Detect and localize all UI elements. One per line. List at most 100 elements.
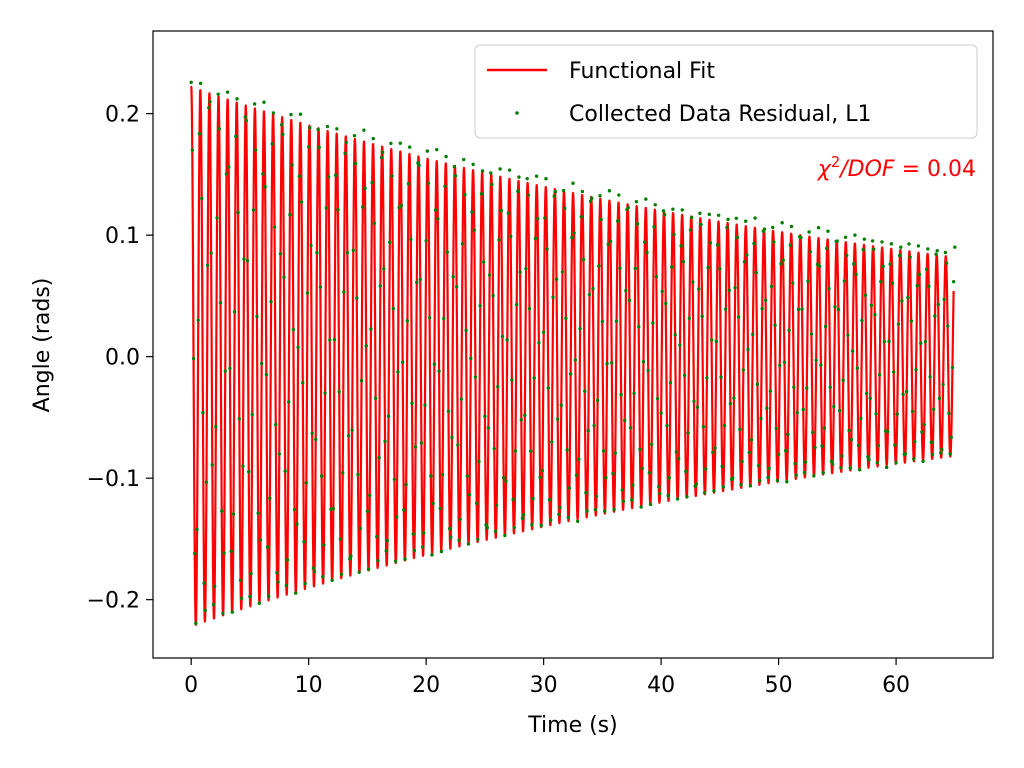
- data-point: [229, 549, 233, 554]
- data-point: [617, 193, 621, 197]
- data-point: [279, 123, 284, 127]
- data-point: [948, 452, 952, 456]
- data-point: [604, 475, 608, 480]
- data-point: [546, 386, 551, 390]
- data-point: [816, 225, 821, 230]
- data-point: [861, 248, 865, 252]
- data-point: [833, 305, 837, 309]
- data-point: [457, 538, 461, 543]
- data-point: [483, 414, 487, 419]
- data-point: [358, 526, 363, 530]
- data-point: [200, 196, 204, 201]
- data-point: [335, 127, 339, 131]
- data-point: [516, 189, 520, 193]
- data-point: [391, 306, 395, 311]
- data-point: [346, 433, 351, 438]
- data-point: [356, 472, 360, 477]
- data-point: [614, 319, 619, 323]
- data-point: [618, 266, 622, 270]
- data-point: [257, 601, 262, 605]
- data-point: [736, 315, 741, 319]
- data-point: [655, 396, 660, 401]
- data-point: [341, 471, 345, 475]
- data-point: [801, 407, 805, 412]
- data-point: [369, 327, 373, 331]
- data-point: [786, 432, 790, 437]
- data-point: [196, 318, 200, 322]
- data-point: [489, 171, 493, 175]
- data-point: [580, 189, 585, 194]
- axes-frame: [152, 30, 994, 659]
- data-point: [530, 523, 534, 527]
- data-point: [913, 439, 917, 444]
- data-point: [285, 558, 290, 562]
- data-point: [853, 233, 857, 237]
- data-point: [271, 111, 276, 115]
- data-point: [624, 288, 628, 293]
- data-point: [514, 302, 519, 307]
- data-point: [608, 239, 613, 243]
- data-point: [311, 566, 316, 570]
- data-point: [265, 545, 270, 549]
- data-point: [594, 494, 599, 498]
- data-point: [615, 219, 620, 223]
- data-point: [289, 112, 293, 117]
- data-point: [440, 472, 445, 477]
- data-point: [645, 250, 649, 255]
- data-point: [678, 343, 682, 347]
- data-point: [665, 423, 669, 428]
- data-point: [540, 468, 545, 473]
- data-point: [863, 293, 868, 298]
- data-point: [647, 471, 652, 475]
- data-point: [519, 418, 524, 422]
- data-point: [735, 235, 740, 240]
- data-point: [789, 224, 794, 229]
- data-point: [390, 174, 394, 178]
- data-point: [933, 314, 937, 318]
- data-point: [316, 127, 320, 132]
- data-point: [719, 375, 723, 379]
- data-point: [574, 473, 579, 477]
- data-point: [724, 307, 728, 312]
- data-point: [563, 206, 567, 211]
- data-point: [295, 522, 299, 526]
- data-point: [376, 558, 380, 563]
- data-point: [485, 526, 489, 530]
- data-point: [862, 237, 867, 241]
- data-point: [319, 474, 324, 478]
- data-point: [752, 241, 756, 246]
- data-point: [947, 411, 951, 416]
- data-point: [332, 337, 337, 342]
- data-point: [836, 307, 841, 312]
- data-point: [605, 362, 609, 366]
- data-point: [561, 188, 566, 193]
- data-point: [659, 411, 663, 415]
- data-point: [242, 257, 246, 261]
- data-point: [429, 474, 433, 478]
- data-point: [803, 460, 808, 464]
- data-point: [588, 199, 593, 204]
- data-point: [566, 515, 570, 520]
- data-point: [301, 381, 305, 385]
- data-point: [591, 287, 595, 291]
- data-point: [839, 466, 843, 470]
- data-point: [227, 165, 231, 169]
- data-point: [910, 409, 915, 414]
- data-point: [813, 445, 817, 450]
- data-point: [520, 516, 525, 520]
- data-point: [646, 368, 650, 373]
- data-point: [290, 163, 294, 167]
- data-point: [787, 328, 791, 332]
- data-point: [778, 363, 782, 368]
- data-point: [241, 464, 245, 468]
- data-point: [634, 199, 639, 204]
- data-point: [202, 581, 206, 585]
- data-point: [211, 602, 216, 607]
- data-point: [480, 169, 485, 173]
- data-point: [553, 189, 558, 194]
- data-point: [585, 509, 589, 513]
- series-layer: [189, 80, 957, 626]
- data-point: [478, 304, 482, 308]
- data-point: [792, 385, 796, 389]
